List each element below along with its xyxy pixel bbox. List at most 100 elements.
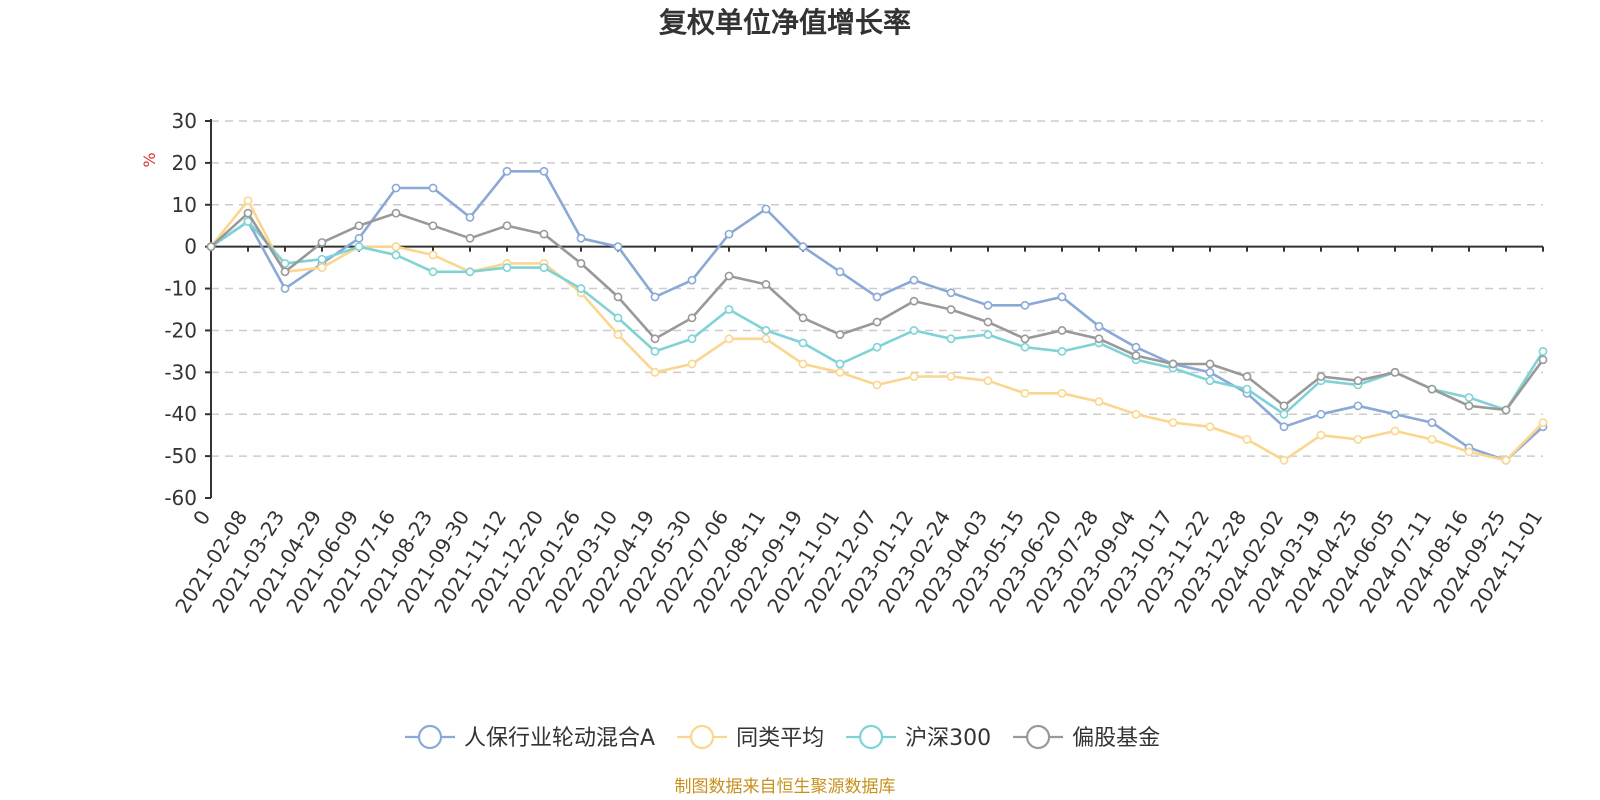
data-point	[1205, 367, 1215, 377]
data-point	[1168, 418, 1178, 427]
data-point	[687, 334, 697, 344]
y-axis-unit: %	[140, 152, 159, 167]
y-tick-label: -30	[164, 360, 197, 384]
data-point	[1501, 455, 1511, 465]
data-point	[613, 313, 623, 323]
data-point	[317, 254, 327, 264]
data-point	[909, 296, 919, 306]
legend-marker-icon	[1025, 724, 1051, 750]
series-4	[206, 208, 1548, 415]
data-point	[687, 313, 697, 323]
data-point	[1020, 342, 1030, 352]
data-point	[391, 208, 401, 218]
data-point	[502, 221, 512, 231]
data-point	[983, 300, 993, 310]
data-point	[835, 267, 845, 277]
data-point	[1501, 405, 1511, 415]
data-point	[1316, 430, 1326, 440]
legend-item[interactable]: 同类平均	[677, 724, 824, 751]
data-point	[243, 208, 253, 218]
data-point	[1464, 447, 1474, 457]
legend: 人保行业轮动混合A 同类平均 沪深300 偏股基金	[405, 724, 1160, 751]
legend-marker-icon	[689, 724, 715, 750]
legend-item[interactable]: 沪深300	[846, 724, 991, 751]
data-point	[1353, 376, 1363, 386]
data-point	[1205, 376, 1215, 386]
data-point	[909, 372, 919, 381]
data-point	[1464, 393, 1474, 402]
data-point	[1242, 372, 1252, 381]
data-point	[465, 233, 475, 243]
data-point	[798, 242, 808, 252]
data-point	[798, 359, 808, 369]
y-tick-label: 10	[172, 193, 197, 217]
data-point	[724, 229, 734, 239]
data-point	[1242, 434, 1252, 444]
source-note: 制图数据来自恒生聚源数据库	[675, 777, 896, 797]
data-point	[1353, 401, 1363, 411]
data-point	[724, 271, 734, 281]
y-tick-label: -20	[164, 318, 197, 342]
data-point	[1279, 409, 1289, 419]
data-point	[798, 313, 808, 323]
data-point	[576, 259, 586, 268]
chart-title: 复权单位净值增长率	[659, 6, 911, 39]
data-point	[872, 292, 882, 302]
series-2	[206, 196, 1548, 465]
data-point	[872, 342, 882, 352]
legend-label: 同类平均	[736, 726, 824, 751]
data-point	[835, 359, 845, 369]
x-axis: 02021-02-082021-03-232021-04-292021-06-0…	[170, 245, 1547, 617]
data-point	[835, 367, 845, 377]
data-point	[1168, 359, 1178, 369]
data-point	[1205, 422, 1215, 432]
data-point	[354, 233, 364, 243]
legend-label: 人保行业轮动混合A	[464, 726, 655, 751]
data-point	[1538, 418, 1548, 427]
data-point	[280, 284, 290, 293]
data-point	[909, 275, 919, 285]
legend-item[interactable]: 偏股基金	[1013, 724, 1160, 751]
y-tick-label: -60	[164, 486, 197, 510]
data-point	[502, 263, 512, 273]
data-point	[835, 330, 845, 340]
data-point	[761, 326, 771, 335]
data-point	[243, 196, 253, 205]
y-tick-label: -10	[164, 277, 197, 301]
gridlines	[211, 120, 1543, 457]
data-point	[465, 267, 475, 277]
y-tick-label: 20	[172, 151, 197, 175]
data-point	[1094, 397, 1104, 407]
data-point	[687, 359, 697, 369]
y-tick-label: -50	[164, 444, 197, 468]
data-point	[280, 267, 290, 277]
series-layer	[206, 166, 1548, 465]
series-line	[209, 170, 1545, 462]
data-point	[539, 166, 549, 176]
legend-item[interactable]: 人保行业轮动混合A	[405, 724, 655, 751]
data-point	[317, 263, 327, 273]
x-tick-label: 0	[188, 506, 215, 530]
data-point	[1353, 434, 1363, 444]
data-point	[946, 305, 956, 314]
data-point	[1279, 422, 1289, 432]
data-point	[1094, 334, 1104, 344]
data-point	[1020, 300, 1030, 310]
series-line	[209, 211, 1545, 412]
data-point	[1316, 372, 1326, 381]
data-point	[983, 317, 993, 327]
data-point	[1057, 326, 1067, 335]
data-point	[1390, 409, 1400, 419]
data-point	[354, 221, 364, 231]
data-point	[317, 238, 327, 247]
y-tick-label: 0	[184, 235, 197, 259]
data-point	[206, 242, 216, 252]
data-point	[280, 259, 290, 268]
legend-label: 偏股基金	[1072, 726, 1160, 751]
data-point	[613, 242, 623, 252]
data-point	[761, 279, 771, 289]
data-point	[909, 326, 919, 335]
data-point	[1427, 384, 1437, 394]
data-point	[1390, 426, 1400, 436]
data-point	[687, 275, 697, 285]
